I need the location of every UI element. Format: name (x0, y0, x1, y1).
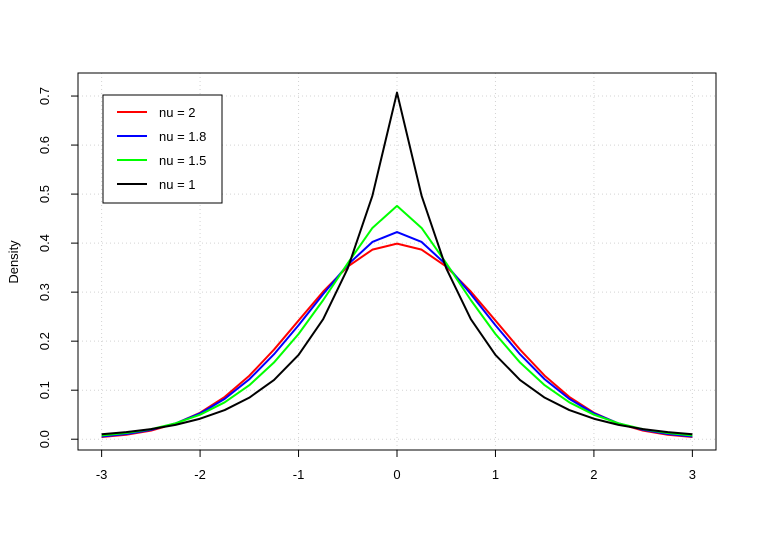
series-line (101, 204, 693, 437)
plot-border (77, 72, 717, 451)
y-tick-label: 0.6 (37, 136, 52, 154)
series-line (101, 91, 693, 436)
x-tick-label: 0 (393, 467, 400, 482)
x-tick-label: 1 (492, 467, 499, 482)
legend-label: nu = 1.8 (159, 129, 206, 144)
y-tick-label: 0.2 (37, 332, 52, 350)
y-tick-label: 0.5 (37, 185, 52, 203)
legend-label: nu = 1.5 (159, 153, 206, 168)
series-line (101, 231, 693, 438)
y-axis-label: Density (6, 240, 21, 284)
y-tick-label: 0.3 (37, 283, 52, 301)
legend-label: nu = 2 (159, 105, 196, 120)
x-tick-label: -1 (293, 467, 305, 482)
y-tick-label: 0.4 (37, 234, 52, 252)
x-tick-label: -2 (194, 467, 206, 482)
y-tick-label: 0.0 (37, 430, 52, 448)
y-tick-label: 0.7 (37, 87, 52, 105)
x-tick-label: 2 (590, 467, 597, 482)
legend-label: nu = 1 (159, 177, 196, 192)
y-tick-label: 0.1 (37, 381, 52, 399)
x-tick-label: -3 (96, 467, 108, 482)
x-tick-label: 3 (689, 467, 696, 482)
series-line (101, 242, 693, 439)
